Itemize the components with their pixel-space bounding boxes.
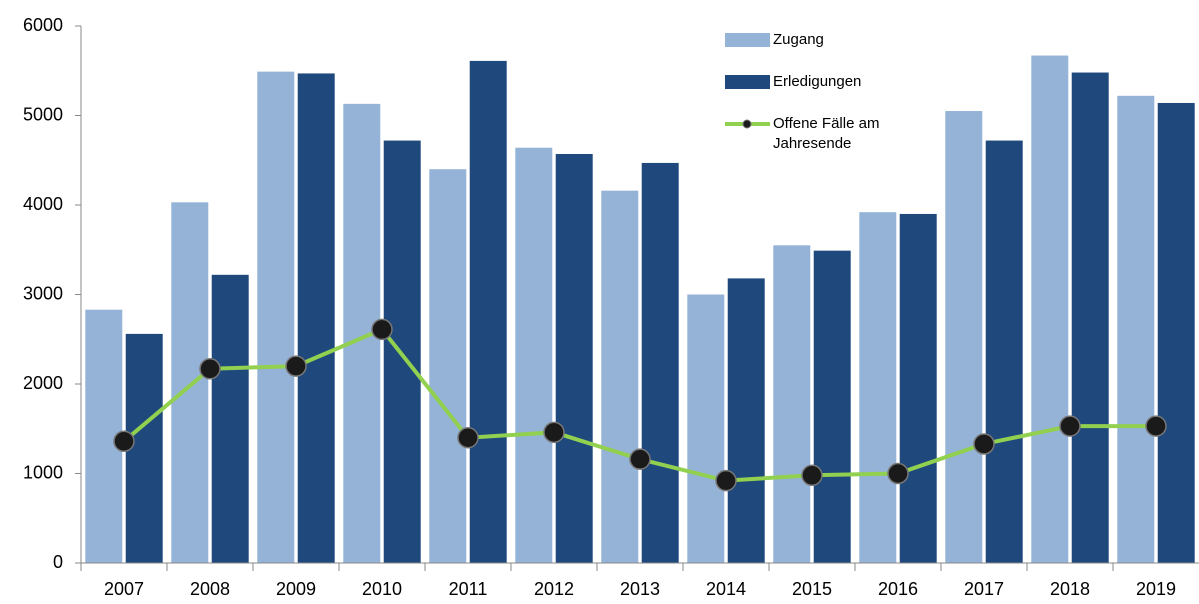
bar [469, 60, 507, 563]
line-marker [715, 469, 737, 492]
bar [211, 274, 249, 563]
x-tick-label: 2010 [362, 579, 402, 599]
line-marker [543, 421, 565, 444]
y-tick-label: 4000 [23, 194, 63, 214]
y-tick-label: 5000 [23, 104, 63, 124]
x-tick-label: 2017 [964, 579, 1004, 599]
bar [813, 250, 851, 563]
line-marker [113, 430, 135, 453]
legend-swatch [742, 119, 752, 129]
y-tick-label: 0 [53, 552, 63, 572]
bar [641, 162, 679, 563]
y-tick-label: 1000 [23, 462, 63, 482]
bar [985, 140, 1023, 563]
x-tick-label: 2009 [276, 579, 316, 599]
line-marker [887, 462, 909, 485]
bar [1031, 55, 1069, 563]
x-tick-label: 2019 [1136, 579, 1176, 599]
y-tick-label: 2000 [23, 373, 63, 393]
x-tick-label: 2014 [706, 579, 746, 599]
bar [859, 212, 897, 563]
line-marker [629, 448, 651, 470]
bar [1157, 102, 1195, 563]
bar [899, 213, 937, 563]
legend-swatch [725, 75, 770, 89]
line-marker [199, 358, 221, 380]
bar [555, 153, 593, 564]
bar [773, 245, 811, 563]
bar [945, 111, 983, 564]
x-tick-label: 2007 [104, 579, 144, 599]
line-marker [285, 355, 307, 377]
bar [171, 202, 209, 563]
legend-label: Zugang [773, 31, 824, 48]
bar [429, 169, 467, 563]
x-tick-label: 2011 [449, 579, 488, 599]
bar [515, 147, 553, 563]
legend-label: Erledigungen [773, 73, 862, 90]
x-tick-label: 2013 [620, 579, 660, 599]
bar [727, 278, 765, 563]
y-tick-label: 3000 [23, 283, 63, 303]
line-marker [371, 318, 393, 341]
x-tick-label: 2015 [792, 579, 832, 599]
bar [257, 71, 295, 564]
line-marker [801, 464, 823, 487]
x-tick-label: 2008 [190, 579, 230, 599]
line-marker [1145, 415, 1167, 437]
line-marker [457, 426, 479, 449]
x-tick-label: 2016 [878, 579, 918, 599]
bar [1117, 95, 1155, 563]
bar [601, 190, 639, 563]
bar [687, 294, 725, 563]
x-tick-label: 2018 [1050, 579, 1090, 599]
legend-swatch [725, 33, 770, 47]
legend-label: Offene Fälle am Jahresende [773, 115, 880, 152]
y-tick-label: 6000 [23, 15, 63, 35]
x-tick-label: 2012 [534, 579, 574, 599]
line-marker [1059, 415, 1081, 437]
bar [297, 73, 335, 563]
bar [1071, 72, 1109, 563]
line-marker [973, 433, 995, 455]
